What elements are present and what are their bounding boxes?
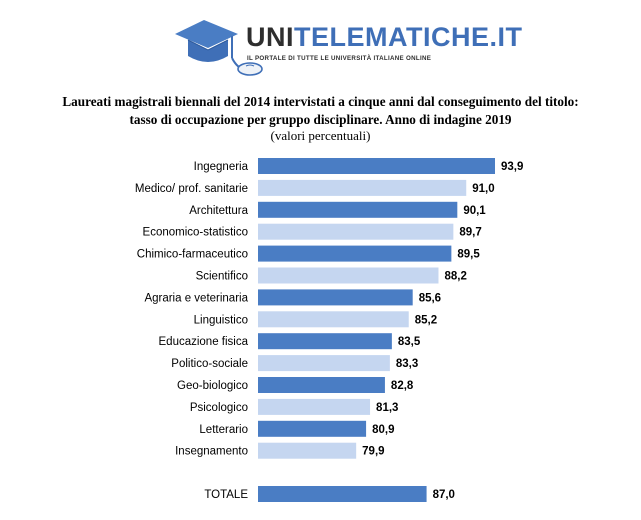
category-10-bar — [258, 377, 385, 393]
mouse-icon — [237, 62, 263, 76]
category-11-label: Psicologico — [190, 402, 248, 414]
chart-title-line-2: tasso di occupazione per gruppo discipli… — [129, 112, 512, 127]
category-3-bar — [258, 223, 454, 240]
category-10-value-label: 82,8 — [391, 380, 414, 392]
category-5-value-label: 88,2 — [444, 271, 466, 283]
category-2-bar — [258, 201, 458, 218]
category-3-value-label: 89,7 — [459, 227, 481, 239]
category-2-label: Architettura — [189, 205, 248, 217]
total-value-label: 87,0 — [433, 489, 455, 501]
category-11-value-label: 81,3 — [376, 402, 398, 414]
category-1-bar — [258, 179, 467, 196]
chart-title-line-1: Laureati magistrali biennali del 2014 in… — [62, 94, 579, 109]
chart-subtitle: (valori percentuali) — [270, 128, 371, 143]
brand-logo: UNITELEMATICHE.IT IL PORTALE DI TUTTE LE… — [172, 12, 522, 78]
category-13-label: Insegnamento — [175, 446, 248, 458]
category-8-bar — [258, 333, 392, 350]
category-9-label: Politico-sociale — [171, 358, 248, 370]
category-8-label: Educazione fisica — [159, 336, 249, 348]
category-0-label: Ingegneria — [194, 161, 249, 173]
category-1-value-label: 91,0 — [472, 183, 494, 195]
category-8-value-label: 83,5 — [398, 336, 421, 348]
category-1-label: Medico/ prof. sanitarie — [135, 183, 248, 195]
category-0-value-label: 93,9 — [501, 161, 523, 173]
category-4-label: Chimico-farmaceutico — [137, 249, 248, 261]
category-7-bar — [258, 311, 409, 328]
total-label: TOTALE — [204, 489, 248, 501]
category-9-value-label: 83,3 — [396, 358, 418, 370]
category-10-label: Geo-biologico — [177, 380, 248, 392]
category-12-bar — [258, 420, 367, 437]
category-12-value-label: 80,9 — [372, 424, 394, 436]
category-13-value-label: 79,9 — [362, 446, 384, 458]
category-11-bar — [258, 398, 371, 415]
brand-name: UNITELEMATICHE.IT — [246, 22, 523, 52]
category-5-label: Scientifico — [196, 271, 248, 283]
total-bar — [258, 486, 427, 502]
brand-tagline: IL PORTALE DI TUTTE LE UNIVERSITÀ ITALIA… — [247, 55, 432, 62]
category-6-bar — [258, 289, 413, 306]
category-4-bar — [258, 245, 452, 262]
category-6-label: Agraria e veterinaria — [144, 292, 248, 304]
category-0-bar — [258, 158, 495, 174]
category-7-label: Linguistico — [194, 314, 248, 326]
category-6-value-label: 85,6 — [419, 292, 441, 304]
category-12-label: Letterario — [199, 424, 248, 436]
category-2-value-label: 90,1 — [463, 205, 486, 217]
category-4-value-label: 89,5 — [457, 249, 480, 261]
category-3-label: Economico-statistico — [143, 227, 248, 239]
category-5-bar — [258, 267, 439, 284]
category-13-bar — [258, 442, 357, 459]
category-9-bar — [258, 355, 390, 372]
category-7-value-label: 85,2 — [415, 314, 437, 326]
